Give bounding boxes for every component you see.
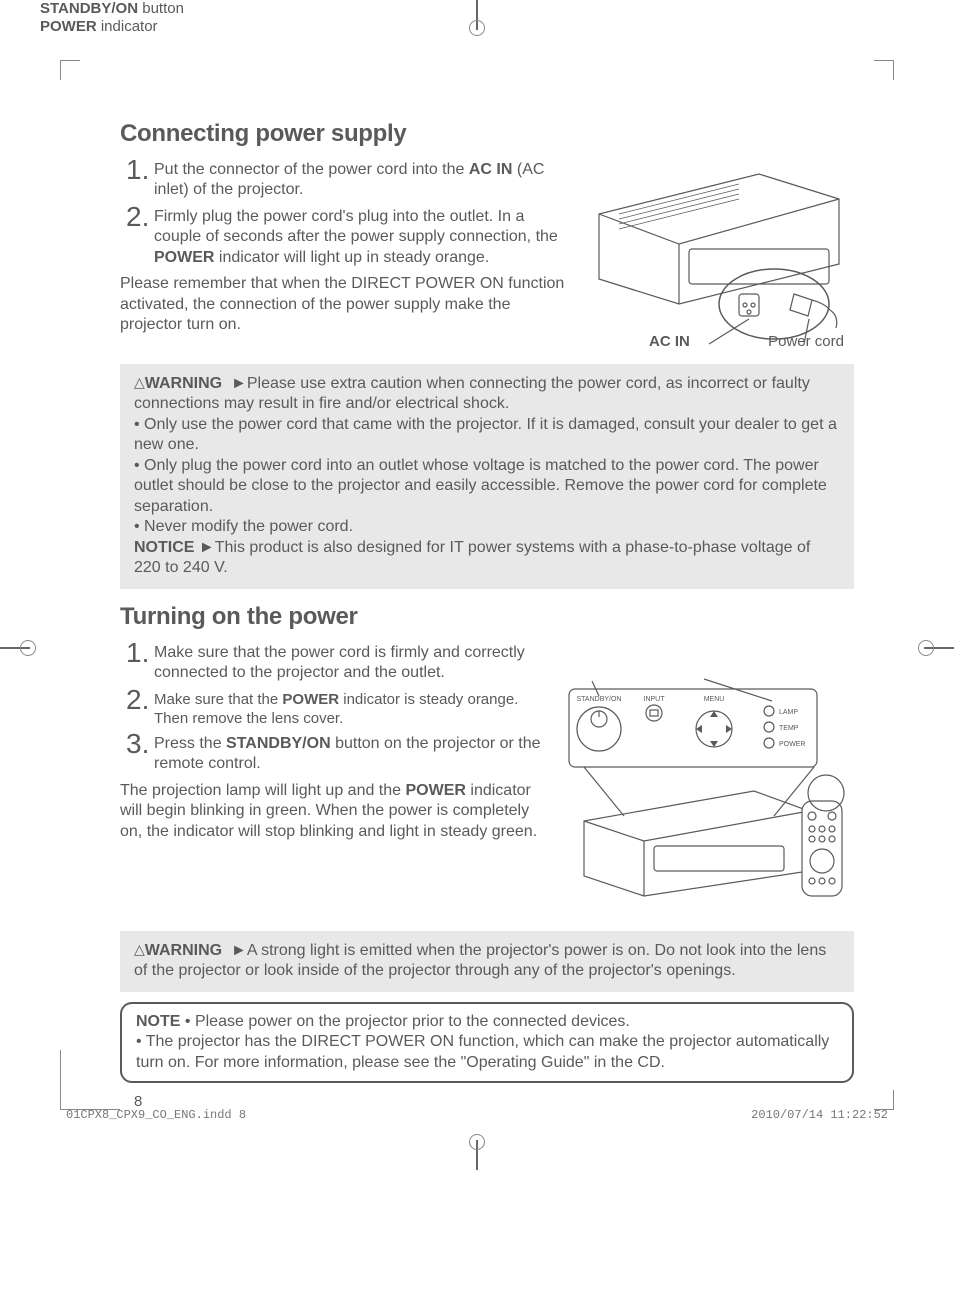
figure-projector-back: AC IN Power cord <box>579 154 854 354</box>
note-bullet: • The projector has the DIRECT POWER ON … <box>136 1033 829 1070</box>
label-power: POWER <box>154 249 214 266</box>
section-title-connecting: Connecting power supply <box>120 120 854 148</box>
warning-text: A strong light is emitted when the proje… <box>134 942 826 979</box>
section-title-turning-on: Turning on the power <box>120 603 854 631</box>
label-standby-on: STANDBY/ON <box>226 735 331 752</box>
step-1b: 1. Make sure that the power cord is firm… <box>126 639 544 684</box>
step-3b: 3. Press the STANDBY/ON button on the pr… <box>126 730 544 775</box>
trim-mark <box>60 60 80 80</box>
paragraph-lamp: The projection lamp will light up and th… <box>120 781 544 842</box>
figure-label-power-cord: Power cord <box>768 333 844 350</box>
warning-bullet: • Only plug the power cord into an outle… <box>134 457 827 515</box>
figure-projector-controls: STANDBY/ON INPUT MENU LAMP TEMP <box>554 641 854 921</box>
step-number: 2. <box>126 686 154 728</box>
note-bullet: • Please power on the projector prior to… <box>180 1013 629 1030</box>
warning-triangle-icon: △ <box>134 374 145 392</box>
svg-text:MENU: MENU <box>704 696 725 703</box>
trim-mark <box>874 1090 894 1110</box>
svg-text:TEMP: TEMP <box>779 725 799 732</box>
warning-box-1: △WARNING ►Please use extra caution when … <box>120 364 854 589</box>
step-text: Put the connector of the power cord into… <box>154 161 469 178</box>
paragraph-direct-power: Please remember that when the DIRECT POW… <box>120 274 569 335</box>
step-1: 1. Put the connector of the power cord i… <box>126 156 569 201</box>
trim-mark <box>874 60 894 80</box>
step-text: Firmly plug the power cord's plug into t… <box>154 208 558 245</box>
step-number: 3. <box>126 730 154 775</box>
step-number: 2. <box>126 203 154 268</box>
footer: 01CPX8_CPX9_CO_ENG.indd 8 2010/07/14 11:… <box>0 1108 954 1132</box>
step-2b: 2. Make sure that the POWER indicator is… <box>126 686 544 728</box>
step-2: 2. Firmly plug the power cord's plug int… <box>126 203 569 268</box>
notice-text: This product is also designed for IT pow… <box>134 539 810 576</box>
step-number: 1. <box>126 639 154 684</box>
svg-text:INPUT: INPUT <box>644 696 666 703</box>
step-number: 1. <box>126 156 154 201</box>
note-box: NOTE • Please power on the projector pri… <box>120 1002 854 1083</box>
note-label: NOTE <box>136 1013 180 1030</box>
warning-text: Please use extra caution when connecting… <box>134 375 810 412</box>
label-power: POWER <box>282 691 339 708</box>
svg-text:STANDBY/ON: STANDBY/ON <box>577 696 622 703</box>
svg-text:LAMP: LAMP <box>779 709 798 716</box>
footer-timestamp: 2010/07/14 11:22:52 <box>751 1108 888 1122</box>
warning-triangle-icon: △ <box>134 941 145 959</box>
warning-label: WARNING <box>145 375 222 392</box>
warning-box-2: △WARNING ►A strong light is emitted when… <box>120 931 854 992</box>
step-text: Make sure that the power cord is firmly … <box>154 639 544 684</box>
warning-bullet: • Only use the power cord that came with… <box>134 416 837 453</box>
step-text: Press the <box>154 735 226 752</box>
svg-text:POWER: POWER <box>779 741 805 748</box>
warning-bullet: • Never modify the power cord. <box>134 518 353 535</box>
figure-label-controls: STANDBY/ON button POWER indicator <box>40 0 184 36</box>
notice-label: NOTICE <box>134 539 194 556</box>
step-text: Make sure that the <box>154 691 282 708</box>
trim-mark <box>60 1050 120 1110</box>
warning-label: WARNING <box>145 942 222 959</box>
footer-filename: 01CPX8_CPX9_CO_ENG.indd 8 <box>66 1108 246 1122</box>
step-text: indicator will light up in steady orange… <box>214 249 489 266</box>
figure-label-ac-in: AC IN <box>649 333 690 350</box>
label-ac-in: AC IN <box>469 161 513 178</box>
